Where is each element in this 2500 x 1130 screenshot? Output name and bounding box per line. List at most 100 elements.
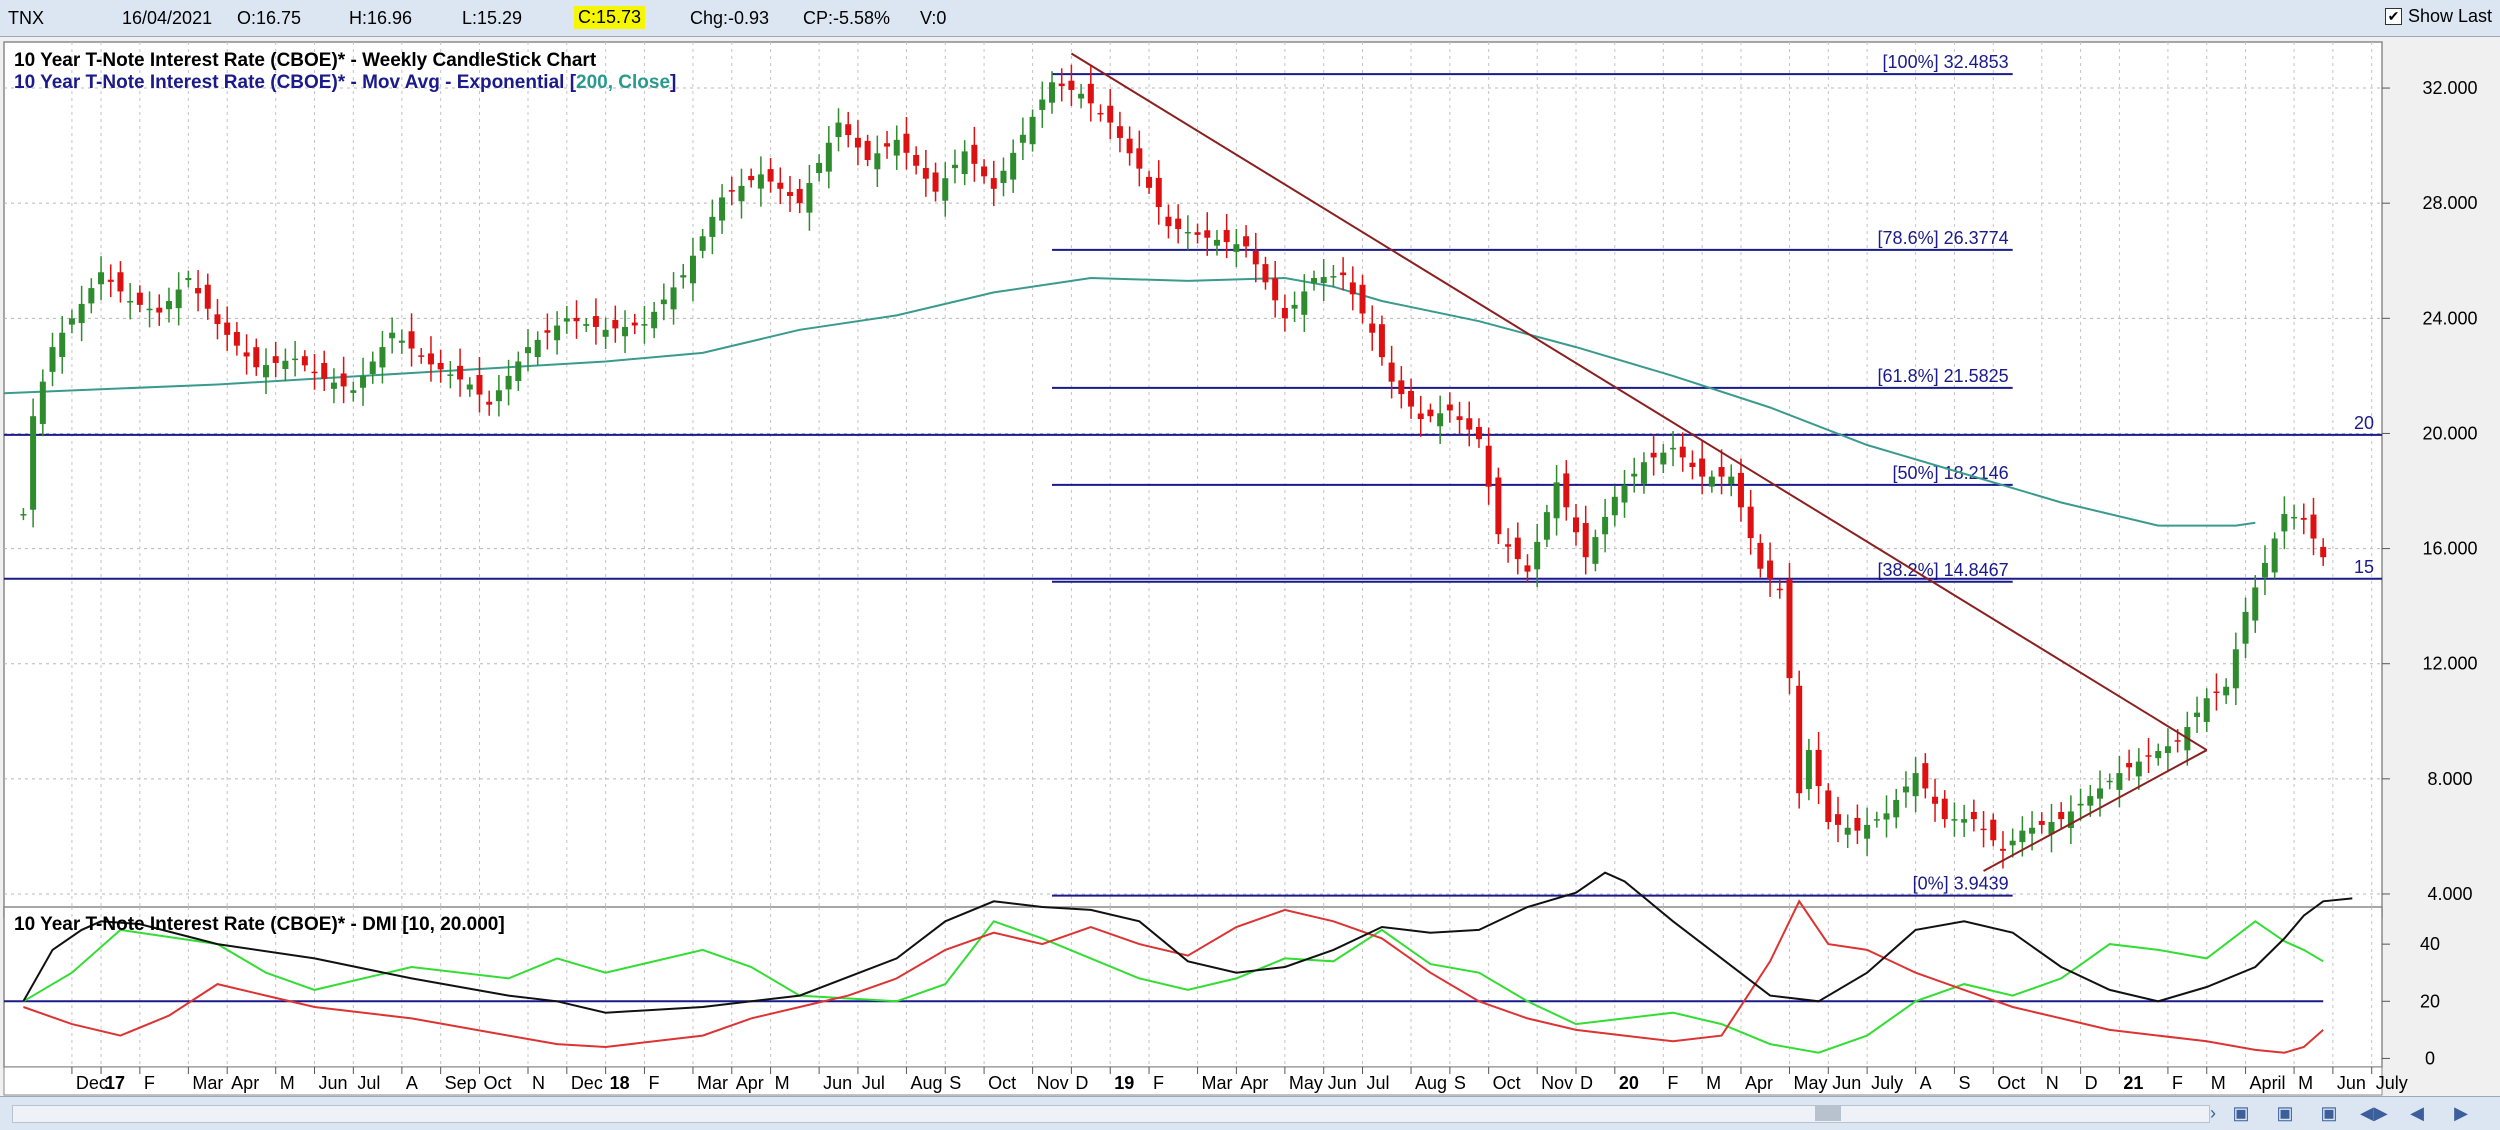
x-tick-label: Jul xyxy=(1367,1073,1390,1093)
candle-body xyxy=(1136,148,1143,169)
candle-body xyxy=(1941,798,1948,820)
x-tick-label: Jul xyxy=(357,1073,380,1093)
x-tick-label: Oct xyxy=(1997,1073,2025,1093)
price-panel[interactable]: 32.000 28.000 24.000 20.000 16.000 12.000 8.00… xyxy=(3,41,2478,918)
candle-body xyxy=(1019,134,1026,143)
candle-body xyxy=(1592,537,1599,564)
candle-body xyxy=(1505,544,1512,547)
candle-body xyxy=(1573,517,1579,533)
candle-body xyxy=(185,278,192,281)
dmi-panel[interactable]: 40 20 0 10 Year T-Note Interest Rate (CBOE… xyxy=(3,871,2440,1069)
candle-body xyxy=(39,381,46,424)
x-tick-label: S xyxy=(1958,1073,1970,1093)
candle-body xyxy=(2300,517,2307,520)
candle-body xyxy=(874,153,881,170)
candle-body xyxy=(59,332,66,357)
trendline[interactable] xyxy=(1983,749,2208,872)
candle-body xyxy=(1165,216,1172,227)
open-value: O:16.75 xyxy=(237,8,302,28)
candle-body xyxy=(427,353,434,365)
x-tick-label: Jun xyxy=(1328,1073,1357,1093)
candle-body xyxy=(1883,813,1890,820)
ema-legend-params: 200, Close xyxy=(576,72,670,93)
candle-body xyxy=(1311,278,1317,284)
candle-body xyxy=(1854,817,1861,831)
candle-body xyxy=(1980,828,1987,831)
candle-body xyxy=(1262,264,1269,283)
x-tick-label: 20 xyxy=(1619,1073,1639,1093)
candle-body xyxy=(719,197,726,221)
candle-body xyxy=(1466,418,1473,430)
trendlines[interactable] xyxy=(1070,52,2208,872)
price-y-axis: 32.000 28.000 24.000 20.000 16.000 12.000 8.00… xyxy=(2382,78,2478,904)
candle-body xyxy=(253,347,260,368)
candle-body xyxy=(544,330,551,333)
dmi-tick-label: 0 xyxy=(2425,1048,2435,1068)
candle-body xyxy=(321,362,328,379)
zoom-out-icon[interactable]: ▣ xyxy=(2232,1103,2250,1123)
x-tick-label: May xyxy=(1793,1073,1827,1093)
candle-body xyxy=(796,188,803,204)
candle-body xyxy=(1805,750,1812,790)
pan-right-icon[interactable]: ▶ xyxy=(2454,1103,2468,1123)
dmi-minus-line xyxy=(23,899,2324,1054)
candlesticks xyxy=(20,64,2327,869)
x-tick-label: 21 xyxy=(2123,1073,2143,1093)
zoom-in-icon[interactable]: ▣ xyxy=(2276,1103,2294,1123)
zoom-fit-icon[interactable]: ▣ xyxy=(2320,1103,2338,1123)
high-value: H:16.96 xyxy=(349,8,413,28)
candle-body xyxy=(1864,824,1871,839)
candle-body xyxy=(1155,177,1162,208)
quote-date: 16/04/2021 xyxy=(122,8,213,28)
candle-body xyxy=(1456,416,1463,421)
candle-body xyxy=(136,292,143,305)
candle-body xyxy=(1408,390,1415,407)
candle-body xyxy=(961,151,968,174)
candle-body xyxy=(1902,786,1909,793)
candle-body xyxy=(2145,755,2152,757)
candle-body xyxy=(350,390,357,393)
candle-body xyxy=(2223,686,2230,696)
pan-both-icon[interactable]: ◀▶ xyxy=(2360,1103,2388,1123)
x-tick-label: D xyxy=(1075,1073,1088,1093)
price-chart-title: 10 Year T-Note Interest Rate (CBOE)* - W… xyxy=(14,50,597,71)
candle-body xyxy=(515,361,522,381)
price-plot-background xyxy=(3,41,2383,918)
candle-body xyxy=(1631,473,1638,477)
x-tick-label: N xyxy=(2046,1073,2059,1093)
trendline[interactable] xyxy=(1070,52,2208,751)
candle-body xyxy=(2291,516,2298,519)
scroll-right-icon[interactable]: › xyxy=(2210,1103,2216,1123)
candle-body xyxy=(2029,827,2036,834)
candle-body xyxy=(1010,152,1017,180)
candle-body xyxy=(1291,304,1298,309)
candle-body xyxy=(301,356,308,366)
candle-body xyxy=(2135,761,2142,777)
show-last-checkbox[interactable]: ✔ xyxy=(2384,8,2402,25)
candle-body xyxy=(990,178,997,189)
candle-body xyxy=(1796,685,1803,794)
candle-body xyxy=(408,331,415,349)
x-tick-label: Sep xyxy=(445,1073,477,1093)
quote-bar: TNX 16/04/2021 O:16.75 H:16.96 L:15.29 C… xyxy=(0,0,2500,37)
candle-body xyxy=(2320,546,2327,558)
candle-body xyxy=(2271,538,2278,573)
x-tick-label: Nov xyxy=(1541,1073,1573,1093)
chart-area[interactable]: 32.000 28.000 24.000 20.000 16.000 12.000 8.00… xyxy=(0,36,2500,1096)
x-tick-label: April xyxy=(2250,1073,2286,1093)
horizontal-line-label: 20 xyxy=(2354,413,2374,433)
show-last-toggle[interactable]: ✔ Show Last xyxy=(2384,6,2492,27)
candle-body xyxy=(1349,282,1356,295)
scrollbar-thumb[interactable] xyxy=(1815,1105,1841,1121)
candle-body xyxy=(1301,291,1308,315)
candle-body xyxy=(1776,588,1783,591)
candle-body xyxy=(2203,698,2210,722)
fibonacci-retracement[interactable]: [100%] 32.4853 [78.6%] 26.3774 [61.8%] 21.… xyxy=(1052,52,2013,897)
candle-body xyxy=(1398,380,1405,395)
horizontal-scrollbar[interactable] xyxy=(12,1105,2210,1123)
pan-left-icon[interactable]: ◀ xyxy=(2410,1103,2424,1123)
candle-body xyxy=(757,174,764,189)
dmi-chart-title: 10 Year T-Note Interest Rate (CBOE)* - D… xyxy=(14,914,505,935)
x-tick-label: F xyxy=(1153,1073,1164,1093)
